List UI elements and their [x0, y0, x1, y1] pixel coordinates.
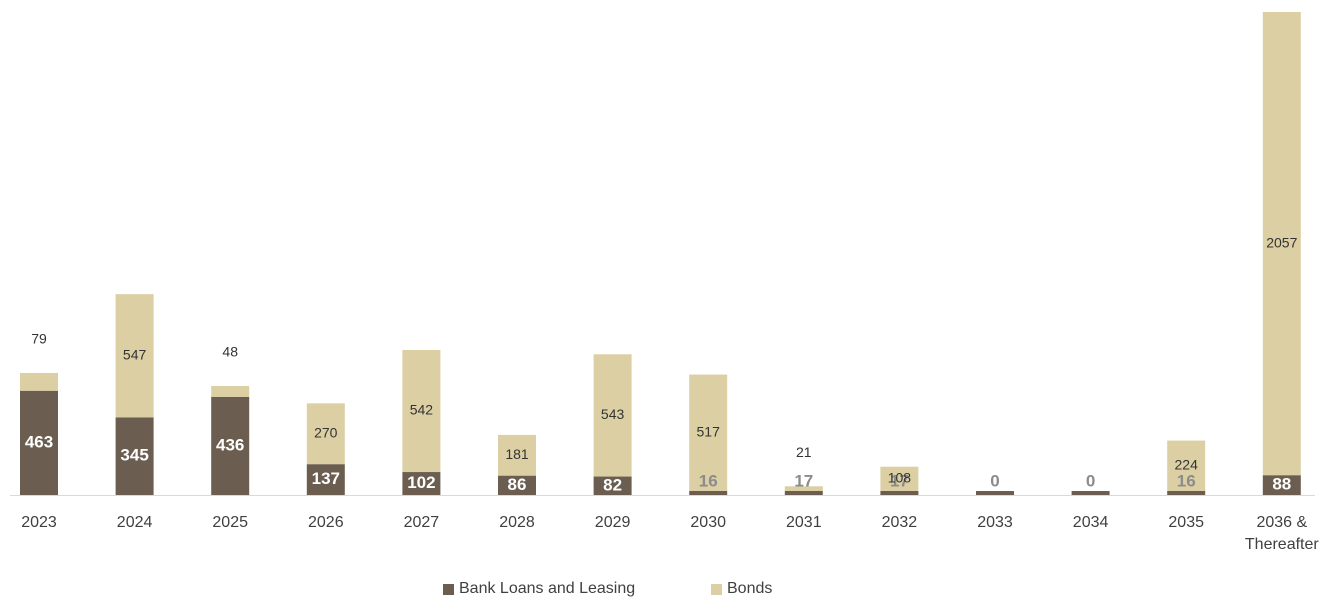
x-tick-label: 2028 [499, 514, 535, 531]
bar-bonds [593, 354, 632, 477]
bar-bank-loans [784, 491, 823, 495]
x-tick-label: 2023 [21, 514, 57, 531]
x-tick-label: 2027 [404, 514, 440, 531]
bar-bank-loans [976, 491, 1014, 495]
x-ticks-layer: 2023 2024 2025 2026 2027 2028 2029 2030 2031 2032… [21, 514, 1319, 553]
legend-swatch-series-1 [711, 583, 722, 595]
data-label-bonds: 181 [505, 446, 529, 462]
data-label-bank-loans: 463 [25, 432, 53, 451]
bar-bonds [20, 372, 58, 391]
chart: 463 79 345 547 436 48 137 270 102 542 86 181 82 543 16… [10, 12, 1319, 553]
x-tick-label: 2034 [1073, 514, 1109, 531]
legend: Bank Loans and Leasing Bonds [0, 580, 1327, 600]
x-tick-label: 2026 [308, 514, 344, 531]
data-label-bank-loans: 0 [1086, 471, 1095, 490]
x-tick-label: 2024 [117, 514, 153, 531]
data-label-bonds: 517 [697, 423, 721, 439]
bar-bank-loans [1071, 491, 1110, 495]
bar-bonds [115, 294, 154, 418]
bar-bonds [498, 434, 536, 476]
bar-bank-loans [115, 417, 154, 495]
data-label-bank-loans: 102 [407, 473, 435, 492]
bar-bonds [306, 403, 345, 465]
bar-bank-loans [211, 396, 250, 495]
data-label-bank-loans: 86 [508, 475, 527, 494]
legend-item-series-1: Bonds [711, 580, 772, 598]
bars-layer [20, 12, 1301, 495]
data-label-bonds: 2057 [1266, 234, 1297, 250]
data-label-bonds: 547 [123, 346, 147, 362]
bar-bonds [211, 386, 250, 397]
bar-bank-loans [593, 476, 632, 495]
bar-bank-loans [20, 390, 58, 495]
data-label-bonds: 270 [314, 424, 338, 440]
x-tick-label: 2030 [690, 514, 726, 531]
bar-bank-loans [498, 475, 536, 495]
data-label-bank-loans: 88 [1272, 475, 1291, 494]
data-label-bonds: 48 [222, 344, 238, 360]
bar-bank-loans [402, 472, 441, 495]
legend-label-series-0: Bank Loans and Leasing [459, 580, 636, 597]
bar-bank-loans [880, 491, 919, 495]
bar-bonds [689, 374, 728, 491]
legend-label-series-1: Bonds [727, 580, 773, 597]
x-tick-label: 2036 & Thereafter [1245, 514, 1319, 553]
data-label-bonds: 543 [601, 406, 625, 422]
x-tick-label: 2031 [786, 514, 822, 531]
data-label-bank-loans: 137 [312, 469, 340, 488]
data-label-bonds: 108 [888, 470, 912, 486]
data-label-bank-loans: 16 [1177, 471, 1196, 490]
data-label-bank-loans: 436 [216, 435, 244, 454]
data-label-bank-loans: 17 [890, 471, 909, 490]
labels-layer: 463 79 345 547 436 48 137 270 102 542 86 181 82 543 16… [25, 234, 1298, 494]
bar-bonds [784, 486, 823, 491]
bar-bank-loans [1262, 475, 1301, 495]
data-label-bank-loans: 345 [120, 446, 148, 465]
data-label-bonds: 21 [796, 444, 812, 460]
legend-swatch-series-0 [443, 583, 454, 595]
data-label-bank-loans: 17 [794, 471, 813, 490]
legend-item-series-0: Bank Loans and Leasing [443, 580, 635, 598]
x-tick-label: 2033 [977, 514, 1013, 531]
data-label-bonds: 542 [410, 402, 434, 418]
data-label-bank-loans: 82 [603, 475, 622, 494]
data-label-bonds: 224 [1175, 456, 1199, 472]
x-tick-label: 2025 [212, 514, 248, 531]
x-tick-label: 2029 [595, 514, 631, 531]
bar-bank-loans [689, 491, 728, 495]
bar-bonds [1262, 12, 1301, 476]
bar-bonds [1167, 440, 1206, 491]
bar-bank-loans [1167, 491, 1206, 495]
data-label-bank-loans: 16 [699, 471, 718, 490]
data-label-bank-loans: 0 [990, 471, 999, 490]
bar-bank-loans [306, 464, 345, 495]
x-tick-label: 2035 [1168, 514, 1204, 531]
bar-bonds [402, 349, 441, 473]
bar-bonds [880, 466, 919, 491]
data-label-bonds: 79 [31, 331, 47, 347]
x-tick-label: 2032 [882, 514, 918, 531]
